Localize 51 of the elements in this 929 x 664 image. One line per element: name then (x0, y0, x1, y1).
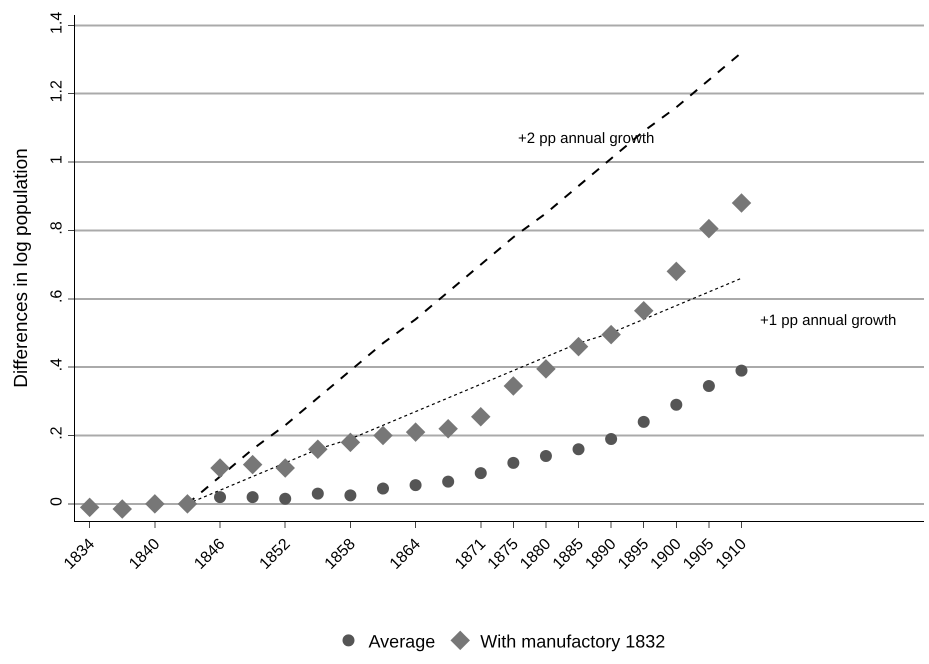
point (474, 467, 487, 480)
point (702, 380, 715, 392)
point (634, 300, 654, 320)
point (312, 488, 324, 500)
point (504, 376, 524, 396)
y-tick-label: .2 (48, 426, 66, 440)
y-tick-label: 1.2 (48, 80, 66, 102)
point (376, 482, 389, 495)
point (406, 422, 426, 442)
point (442, 476, 454, 488)
point (145, 494, 165, 514)
point (410, 479, 422, 492)
point (670, 398, 682, 411)
legend-label: Average (368, 631, 436, 652)
point (344, 489, 356, 502)
point (471, 406, 491, 426)
point (112, 499, 132, 519)
point (308, 439, 328, 459)
point (210, 458, 230, 478)
point (536, 359, 556, 379)
point (732, 193, 752, 213)
point (601, 324, 621, 344)
point (735, 364, 748, 377)
point (178, 494, 198, 514)
point (540, 450, 552, 462)
point (507, 456, 520, 469)
y-tick-label: .6 (48, 290, 66, 304)
point (373, 426, 393, 446)
point (666, 262, 686, 282)
point (214, 491, 226, 504)
text: +1 pp annual growth (760, 312, 896, 329)
point (279, 492, 292, 505)
y-tick-label: 1 (48, 155, 66, 164)
point (699, 218, 719, 238)
legend-label: With manufactory 1832 (480, 631, 666, 652)
point (80, 498, 100, 518)
y-tick-label: .4 (48, 358, 66, 372)
point (242, 454, 262, 474)
point (572, 443, 585, 456)
point (605, 432, 618, 445)
point (638, 416, 650, 428)
point (275, 458, 295, 478)
annotation: +2 pp annual growth (518, 130, 654, 147)
point (438, 418, 458, 438)
y-tick-label: .8 (48, 221, 66, 235)
y-tick-label: 0 (48, 496, 66, 506)
point (246, 491, 259, 504)
point (340, 432, 360, 452)
y-axis-title: Differences in log population (11, 148, 32, 388)
y-tick-label: 1.4 (48, 12, 66, 34)
point (568, 336, 588, 356)
